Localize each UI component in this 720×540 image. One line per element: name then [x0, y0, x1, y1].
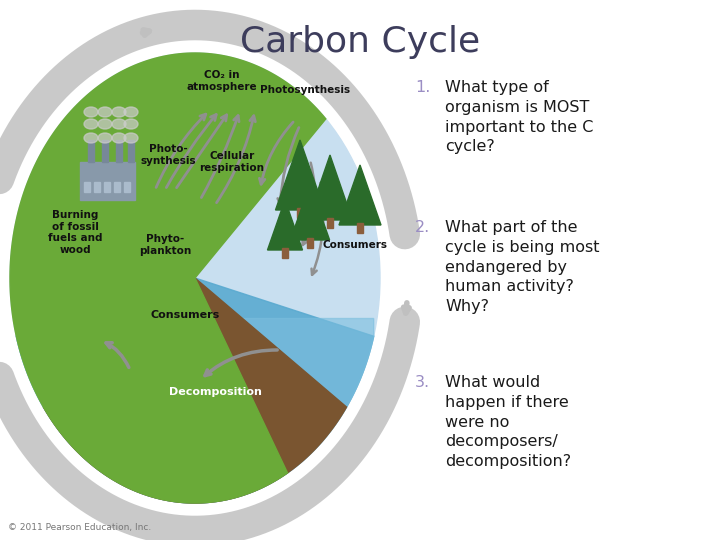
- Ellipse shape: [84, 119, 98, 129]
- Ellipse shape: [112, 119, 126, 129]
- Bar: [80, 162, 135, 200]
- Text: 1.: 1.: [415, 80, 431, 95]
- Polygon shape: [346, 187, 374, 214]
- Bar: [297, 208, 303, 218]
- Ellipse shape: [84, 133, 98, 143]
- Polygon shape: [271, 209, 300, 246]
- Text: What part of the
cycle is being most
endangered by
human activity?
Why?: What part of the cycle is being most end…: [445, 220, 600, 314]
- Bar: [114, 182, 120, 192]
- Text: What would
happen if there
were no
decomposers/
decomposition?: What would happen if there were no decom…: [445, 375, 571, 469]
- Polygon shape: [284, 165, 315, 198]
- Ellipse shape: [112, 133, 126, 143]
- Text: CO₂ in
atmosphere: CO₂ in atmosphere: [186, 70, 257, 92]
- Ellipse shape: [98, 133, 112, 143]
- Polygon shape: [17, 278, 374, 503]
- Polygon shape: [276, 140, 325, 210]
- Polygon shape: [339, 165, 381, 225]
- Ellipse shape: [98, 107, 112, 117]
- Text: Phyto-
plankton: Phyto- plankton: [139, 234, 191, 256]
- Polygon shape: [17, 319, 374, 503]
- Bar: [282, 248, 288, 258]
- Text: Consumers: Consumers: [150, 310, 220, 320]
- Polygon shape: [290, 184, 330, 240]
- Ellipse shape: [124, 133, 138, 143]
- Text: Photosynthesis: Photosynthesis: [260, 85, 350, 95]
- Text: © 2011 Pearson Education, Inc.: © 2011 Pearson Education, Inc.: [8, 523, 151, 532]
- Polygon shape: [10, 53, 326, 503]
- Text: Photo-
synthesis: Photo- synthesis: [140, 144, 196, 166]
- Text: Cellular
respiration: Cellular respiration: [199, 151, 264, 173]
- Bar: [104, 182, 110, 192]
- Polygon shape: [274, 218, 296, 241]
- Polygon shape: [343, 176, 377, 220]
- Polygon shape: [294, 194, 326, 235]
- Ellipse shape: [124, 119, 138, 129]
- Bar: [88, 140, 94, 162]
- Polygon shape: [307, 155, 352, 220]
- Polygon shape: [280, 153, 320, 204]
- Bar: [102, 140, 108, 162]
- Bar: [124, 182, 130, 192]
- Bar: [357, 223, 363, 233]
- Text: Decomposition: Decomposition: [168, 387, 261, 397]
- Bar: [128, 140, 134, 162]
- Text: Consumers: Consumers: [323, 240, 387, 250]
- Ellipse shape: [10, 53, 380, 503]
- Ellipse shape: [98, 119, 112, 129]
- Text: 2.: 2.: [415, 220, 431, 235]
- Text: What type of
organism is MOST
important to the C
cycle?: What type of organism is MOST important …: [445, 80, 593, 154]
- Polygon shape: [297, 204, 323, 230]
- Text: Burning
of fossil
fuels and
wood: Burning of fossil fuels and wood: [48, 210, 102, 255]
- Bar: [327, 218, 333, 228]
- Ellipse shape: [84, 107, 98, 117]
- Ellipse shape: [124, 107, 138, 117]
- Text: Carbon Cycle: Carbon Cycle: [240, 25, 480, 59]
- Polygon shape: [43, 278, 346, 503]
- Bar: [116, 140, 122, 162]
- Ellipse shape: [112, 107, 126, 117]
- Text: 3.: 3.: [415, 375, 430, 390]
- Bar: [84, 182, 90, 192]
- Bar: [307, 238, 313, 248]
- Bar: [94, 182, 100, 192]
- Polygon shape: [268, 200, 302, 250]
- Polygon shape: [312, 167, 348, 214]
- Polygon shape: [315, 178, 344, 208]
